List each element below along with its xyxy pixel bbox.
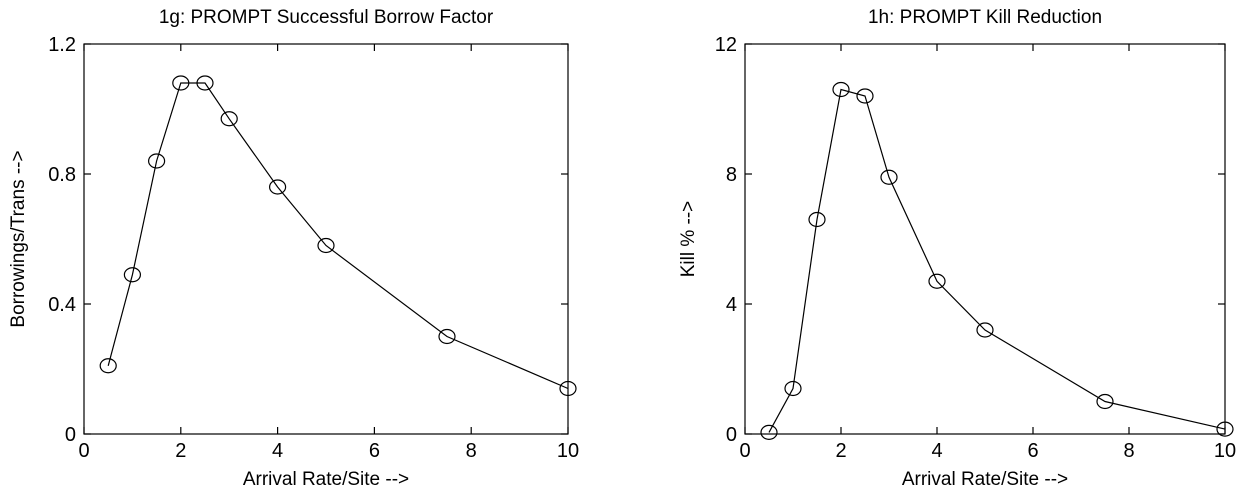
data-point-marker bbox=[148, 153, 166, 169]
x-tick-label: 10 bbox=[557, 440, 579, 462]
data-point-marker bbox=[559, 380, 577, 397]
data-point-marker bbox=[438, 328, 456, 345]
data-point-marker bbox=[317, 237, 335, 254]
x-tick-label: 6 bbox=[1027, 440, 1038, 462]
data-point-marker bbox=[196, 75, 214, 91]
data-point-marker bbox=[99, 358, 117, 374]
series-line bbox=[768, 88, 1226, 433]
data-point-marker bbox=[172, 75, 190, 91]
x-tick-label: 0 bbox=[739, 440, 750, 462]
data-point-marker bbox=[808, 211, 826, 228]
y-axis-label: Kill % --> bbox=[678, 201, 699, 278]
data-point-marker bbox=[220, 111, 238, 127]
tick-group: 0 2 4 6 8 10 0 0.4 0.8 1.2 bbox=[48, 34, 579, 462]
data-point-marker bbox=[269, 179, 287, 195]
y-tick-label: 0 bbox=[65, 424, 76, 446]
x-tick-label: 6 bbox=[369, 440, 380, 462]
chart-borrow-factor: 1g: PROMPT Successful Borrow Factor 0 2 4 6… bbox=[8, 7, 579, 490]
chart-title: 1h: PROMPT Kill Reduction bbox=[868, 7, 1102, 28]
data-point-marker bbox=[1216, 421, 1234, 437]
data-point-marker bbox=[123, 267, 141, 283]
y-tick-label: 8 bbox=[726, 164, 737, 186]
plot-frame bbox=[83, 43, 569, 435]
series-line bbox=[107, 82, 569, 390]
data-point-marker bbox=[1096, 393, 1114, 410]
x-axis-label: Arrival Rate/Site --> bbox=[243, 469, 409, 490]
data-point-marker bbox=[976, 322, 994, 338]
y-tick-label: 12 bbox=[715, 34, 737, 56]
x-tick-label: 4 bbox=[931, 440, 942, 462]
data-point-marker bbox=[760, 424, 778, 440]
x-tick-label: 2 bbox=[835, 440, 846, 462]
marker-group bbox=[99, 75, 577, 397]
x-tick-label: 10 bbox=[1214, 440, 1236, 462]
y-tick-label: 1.2 bbox=[48, 34, 76, 56]
chart-title: 1g: PROMPT Successful Borrow Factor bbox=[159, 7, 494, 28]
y-tick-label: 4 bbox=[726, 294, 737, 316]
data-point-marker bbox=[784, 380, 802, 397]
data-point-marker bbox=[880, 169, 898, 185]
x-tick-label: 2 bbox=[175, 440, 186, 462]
chart-kill-reduction: 1h: PROMPT Kill Reduction 0 2 4 6 8 10 0 4 8 12 A… bbox=[678, 7, 1236, 490]
data-point-marker bbox=[832, 81, 850, 98]
data-point-marker bbox=[928, 273, 946, 289]
y-tick-label: 0 bbox=[726, 424, 737, 446]
marker-group bbox=[760, 81, 1234, 440]
y-tick-label: 0.4 bbox=[48, 294, 76, 316]
plot-frame bbox=[744, 43, 1226, 435]
y-tick-label: 0.8 bbox=[48, 164, 76, 186]
x-tick-label: 0 bbox=[78, 440, 89, 462]
x-axis-label: Arrival Rate/Site --> bbox=[902, 469, 1068, 490]
x-tick-label: 8 bbox=[1123, 440, 1134, 462]
tick-group: 0 2 4 6 8 10 0 4 8 12 bbox=[715, 34, 1236, 462]
x-tick-label: 4 bbox=[272, 440, 283, 462]
y-axis-label: Borrowings/Trans --> bbox=[8, 150, 29, 327]
x-tick-label: 8 bbox=[466, 440, 477, 462]
data-point-marker bbox=[856, 88, 874, 104]
